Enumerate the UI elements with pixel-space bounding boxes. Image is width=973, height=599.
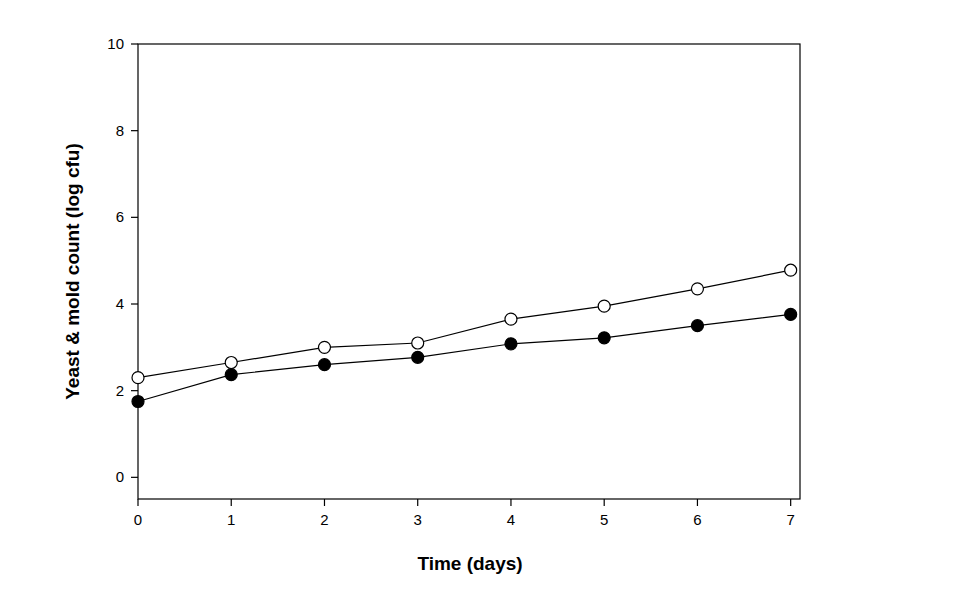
x-tick-label: 2 [320,511,328,528]
y-tick [131,217,138,218]
x-tick-label: 3 [414,511,422,528]
data-point [132,372,144,384]
x-tick-label: 5 [600,511,608,528]
data-point [785,264,797,276]
y-tick [131,43,138,44]
data-point [691,283,703,295]
x-tick-label: 4 [507,511,515,528]
x-tick [697,499,698,506]
data-point [598,332,610,344]
chart: 0 1 2 3 4 5 6 7 0 2 4 6 8 10 Time (days) Yeast & mold c… [0,0,973,599]
data-point [225,357,237,369]
x-tick-label: 7 [787,511,795,528]
data-point [505,313,517,325]
data-point [225,369,237,381]
data-point [318,341,330,353]
x-tick [137,499,138,506]
y-tick-label: 2 [116,382,124,399]
x-tick [231,499,232,506]
data-point [412,337,424,349]
data-point [132,396,144,408]
y-tick [131,130,138,131]
y-tick-label: 10 [107,35,124,52]
chart-container: 0 1 2 3 4 5 6 7 0 2 4 6 8 10 Time (days) Yeast & mold c… [0,0,973,599]
x-tick-label: 1 [227,511,235,528]
y-tick [131,390,138,391]
y-tick-label: 6 [116,208,124,225]
series-line [138,314,791,401]
y-tick [131,477,138,478]
series-line [138,270,791,377]
y-tick-label: 0 [116,468,124,485]
x-tick [324,499,325,506]
data-point [318,359,330,371]
x-tick [417,499,418,506]
y-tick-label: 8 [116,122,124,139]
background [0,0,973,599]
plot-frame [138,44,800,499]
y-tick [131,303,138,304]
x-tick [790,499,791,506]
data-point [785,308,797,320]
data-point [691,320,703,332]
x-tick [510,499,511,506]
x-axis-title: Time (days) [417,553,522,574]
x-tick [604,499,605,506]
data-point [505,338,517,350]
data-point [598,300,610,312]
y-tick-label: 4 [116,295,124,312]
x-tick-label: 0 [134,511,142,528]
y-axis-title: Yeast & mold count (log cfu) [62,143,83,400]
data-point [412,351,424,363]
plot-area [132,264,797,407]
x-tick-label: 6 [693,511,701,528]
